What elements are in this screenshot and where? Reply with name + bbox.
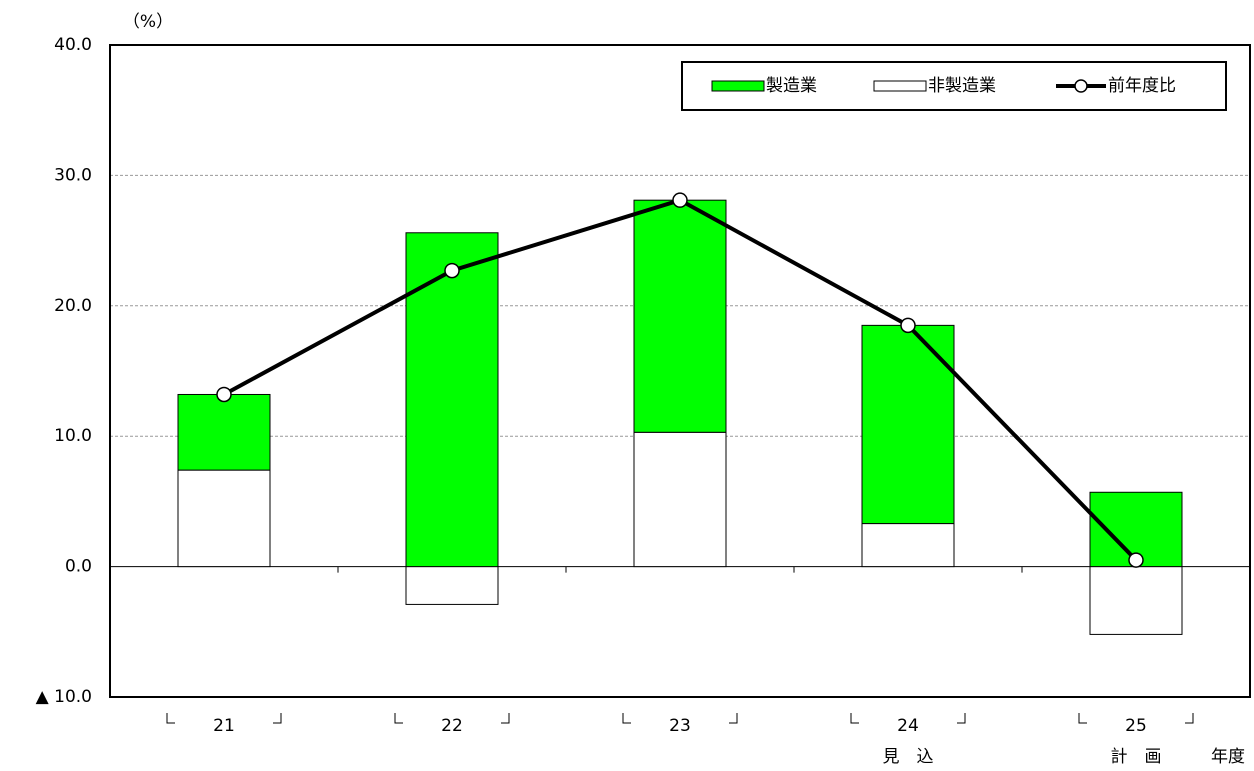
legend-swatch	[711, 80, 765, 92]
y-tick-label: 40.0	[54, 35, 92, 55]
y-tick-label: 0.0	[65, 557, 92, 577]
y-tick-label: 10.0	[54, 426, 92, 446]
x-tick-label: 25	[1125, 716, 1147, 736]
y-tick-label: 20.0	[54, 296, 92, 316]
y-tick-label: 30.0	[54, 165, 92, 185]
x-tick-label: 22	[441, 716, 463, 736]
bar	[633, 199, 727, 433]
bar	[177, 393, 271, 471]
line-marker	[1128, 552, 1144, 568]
bracket	[1078, 713, 1194, 724]
bracket	[622, 713, 738, 724]
legend-label: 製造業	[766, 76, 817, 96]
bar	[1089, 566, 1183, 635]
y-tick-label: ▲ 10.0	[36, 687, 92, 707]
bar	[861, 523, 955, 568]
legend-label: 非製造業	[928, 76, 996, 96]
bar	[177, 469, 271, 568]
x-tick-label: 21	[213, 716, 235, 736]
line-marker	[672, 192, 688, 208]
plot-frame	[109, 44, 1251, 698]
bracket	[850, 713, 966, 724]
bar	[405, 566, 499, 605]
unit-label: （%）	[123, 12, 173, 32]
bar	[861, 324, 955, 525]
legend-swatch	[873, 80, 927, 92]
x-tick-label: 23	[669, 716, 691, 736]
x-tick-label: 24	[897, 716, 919, 736]
line-marker	[444, 262, 460, 279]
line-marker	[900, 317, 916, 334]
line-marker	[216, 386, 232, 403]
bar	[405, 232, 499, 568]
bracket	[166, 713, 282, 724]
legend-marker	[1074, 79, 1088, 93]
legend-box	[681, 61, 1227, 111]
x-sublabel: 計 画	[1111, 747, 1162, 767]
x-sublabel: 見 込	[883, 747, 934, 767]
bracket	[394, 713, 510, 724]
bar	[633, 431, 727, 568]
legend-label: 前年度比	[1108, 76, 1176, 96]
x-unit-label: 年度	[1211, 747, 1245, 767]
